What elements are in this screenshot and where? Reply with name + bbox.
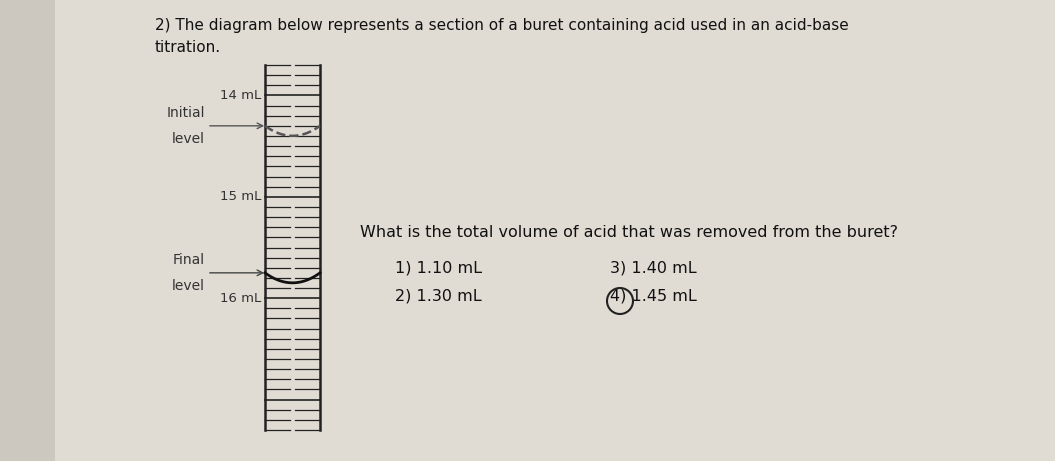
Text: level: level (172, 279, 205, 293)
Text: 16 mL: 16 mL (219, 292, 261, 305)
Text: 1) 1.10 mL: 1) 1.10 mL (395, 260, 482, 275)
Text: 14 mL: 14 mL (219, 89, 261, 102)
Text: 4) 1.45 mL: 4) 1.45 mL (610, 288, 696, 303)
Text: 2) 1.30 mL: 2) 1.30 mL (395, 288, 482, 303)
Text: level: level (172, 132, 205, 146)
Text: Final: Final (173, 253, 205, 267)
Text: 15 mL: 15 mL (219, 190, 261, 203)
Text: What is the total volume of acid that was removed from the buret?: What is the total volume of acid that wa… (360, 225, 898, 240)
FancyBboxPatch shape (55, 0, 1055, 461)
Text: 2) The diagram below represents a section of a buret containing acid used in an : 2) The diagram below represents a sectio… (155, 18, 849, 33)
Text: titration.: titration. (155, 40, 222, 55)
Text: 3) 1.40 mL: 3) 1.40 mL (610, 260, 696, 275)
Text: Initial: Initial (167, 106, 205, 120)
